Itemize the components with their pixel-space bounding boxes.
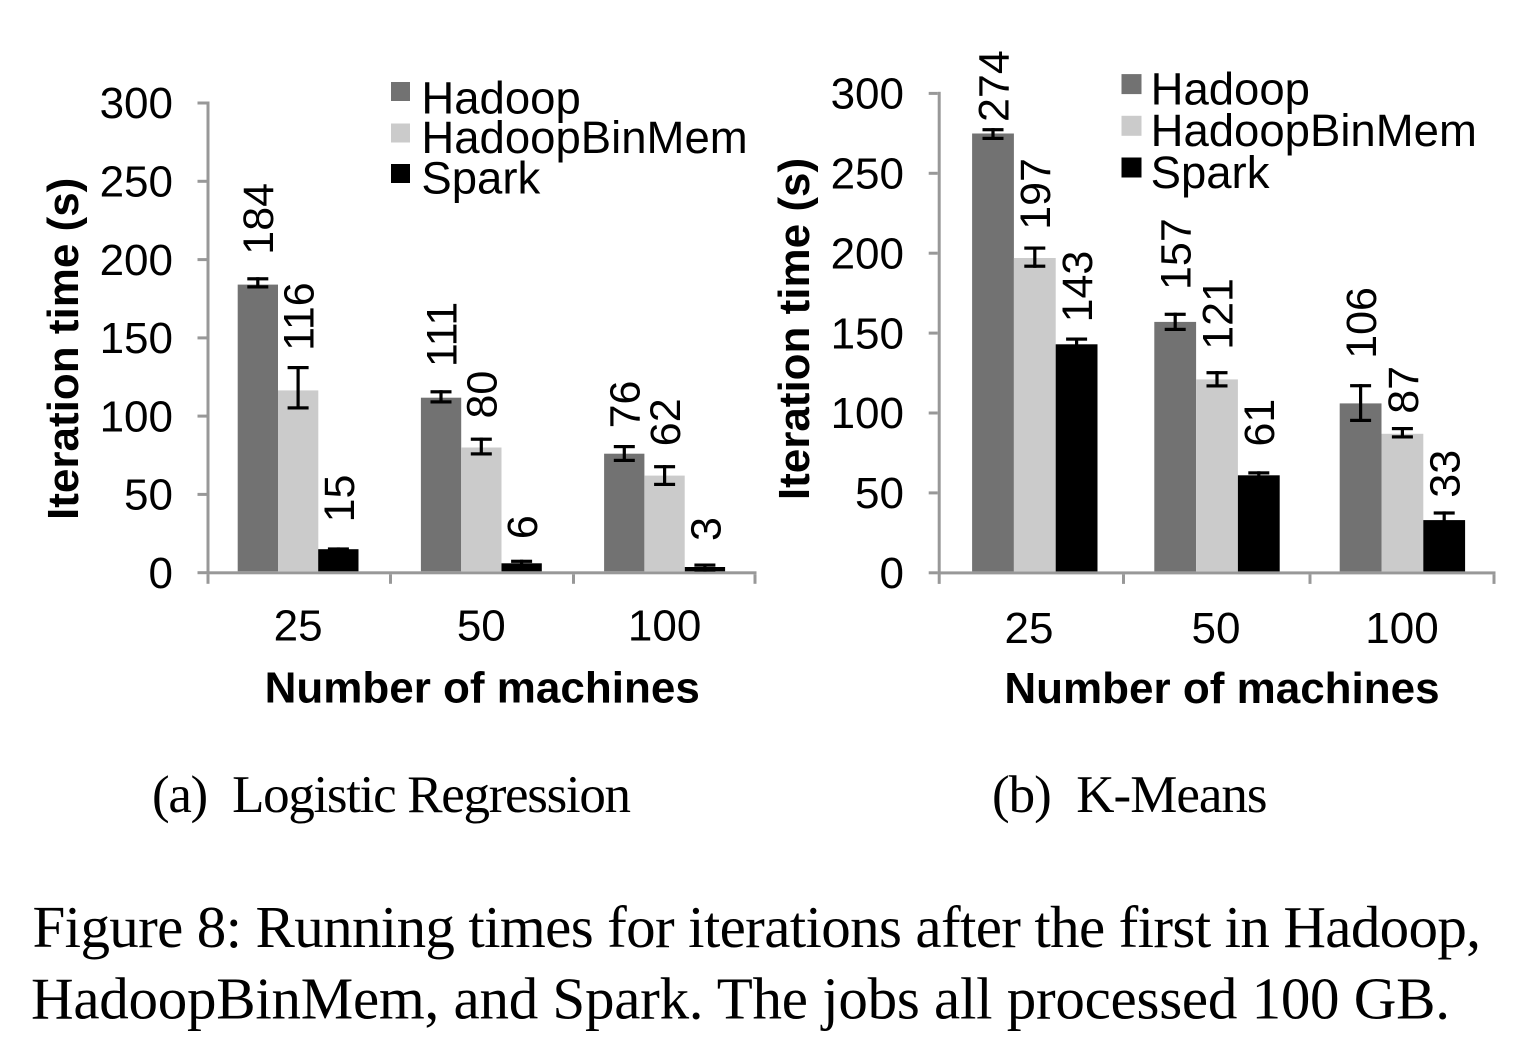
svg-text:0: 0 [149, 549, 173, 598]
svg-text:61: 61 [1236, 399, 1284, 447]
svg-text:106: 106 [1338, 287, 1386, 359]
svg-text:76: 76 [602, 381, 650, 429]
svg-text:116: 116 [276, 282, 324, 351]
svg-text:250: 250 [831, 150, 904, 199]
svg-text:Spark: Spark [421, 153, 540, 204]
svg-text:Number of machines: Number of machines [265, 664, 700, 713]
svg-text:25: 25 [274, 601, 323, 650]
svg-text:197: 197 [1012, 158, 1060, 230]
svg-text:Figure 8: Running times for it: Figure 8: Running times for iterations a… [33, 894, 1482, 960]
svg-text:50: 50 [124, 471, 173, 520]
svg-text:150: 150 [100, 314, 173, 363]
svg-text:(a) Logistic Regression: (a) Logistic Regression [152, 766, 631, 824]
svg-text:Hadoop: Hadoop [1151, 64, 1310, 115]
svg-text:100: 100 [831, 389, 904, 438]
svg-text:184: 184 [235, 183, 283, 255]
svg-text:111: 111 [418, 302, 466, 367]
svg-text:87: 87 [1380, 366, 1428, 414]
svg-text:274: 274 [970, 50, 1018, 122]
svg-text:(b) K-Means: (b) K-Means [992, 766, 1268, 824]
svg-text:HadoopBinMem: HadoopBinMem [1151, 105, 1477, 156]
svg-text:0: 0 [880, 549, 904, 598]
svg-text:250: 250 [100, 158, 173, 207]
svg-text:Number of machines: Number of machines [1004, 664, 1439, 713]
svg-text:3: 3 [682, 517, 730, 541]
svg-text:100: 100 [1365, 604, 1438, 653]
svg-text:50: 50 [457, 601, 506, 650]
svg-text:100: 100 [100, 392, 173, 441]
svg-text:Hadoop: Hadoop [421, 72, 580, 123]
svg-text:300: 300 [100, 79, 173, 128]
svg-text:50: 50 [1192, 604, 1241, 653]
svg-text:Iteration time (s): Iteration time (s) [770, 158, 819, 500]
svg-text:HadoopBinMem: HadoopBinMem [421, 112, 747, 163]
svg-text:33: 33 [1422, 450, 1470, 498]
svg-text:150: 150 [831, 309, 904, 358]
svg-text:200: 200 [831, 229, 904, 278]
svg-text:100: 100 [628, 601, 701, 650]
svg-text:200: 200 [100, 236, 173, 285]
svg-text:6: 6 [499, 515, 547, 539]
svg-text:25: 25 [1005, 604, 1054, 653]
svg-text:121: 121 [1194, 278, 1242, 350]
svg-text:300: 300 [831, 70, 904, 119]
svg-text:62: 62 [642, 398, 690, 446]
svg-text:15: 15 [316, 475, 364, 523]
svg-text:143: 143 [1054, 251, 1102, 323]
svg-text:HadoopBinMem, and Spark. The j: HadoopBinMem, and Spark. The jobs all pr… [31, 965, 1450, 1031]
svg-text:157: 157 [1153, 218, 1201, 290]
svg-text:50: 50 [855, 469, 904, 518]
svg-text:80: 80 [459, 371, 507, 419]
svg-text:Iteration time (s): Iteration time (s) [39, 178, 88, 520]
svg-text:Spark: Spark [1151, 147, 1270, 198]
